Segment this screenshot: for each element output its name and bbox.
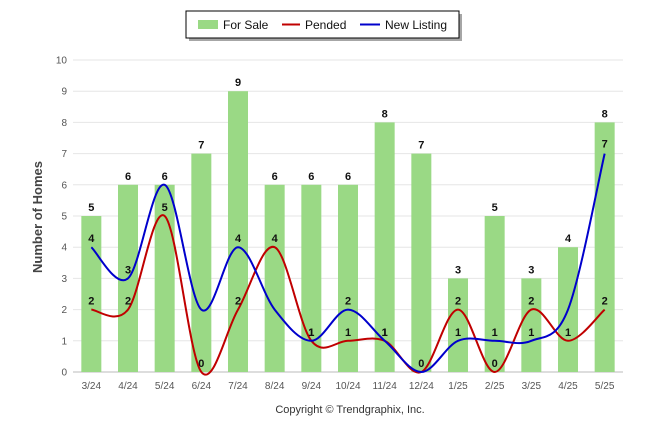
data-label-for-sale: 5 bbox=[88, 202, 94, 214]
x-tick-label: 8/24 bbox=[265, 381, 285, 392]
data-label-new-listing: 1 bbox=[308, 327, 314, 339]
data-label-pended: 0 bbox=[198, 358, 204, 370]
data-label-new-listing: 2 bbox=[345, 296, 351, 308]
data-label-for-sale: 6 bbox=[345, 171, 351, 183]
y-tick-label: 8 bbox=[61, 118, 67, 129]
bar-for-sale bbox=[374, 122, 395, 373]
legend-label-for-sale: For Sale bbox=[223, 18, 269, 32]
y-axis-ticks: 0 1 2 3 4 5 6 7 8 9 10 bbox=[56, 56, 68, 379]
data-label-for-sale: 6 bbox=[272, 171, 278, 183]
legend-box bbox=[185, 10, 460, 39]
data-label-pended: 2 bbox=[125, 296, 131, 308]
legend: For Sale Pended New Listing bbox=[185, 10, 462, 41]
data-label-new-listing: 1 bbox=[455, 327, 461, 339]
data-label-pended: 2 bbox=[455, 296, 461, 308]
data-label-for-sale: 8 bbox=[602, 108, 608, 120]
data-label-pended: 1 bbox=[345, 327, 351, 339]
data-label-pended: 0 bbox=[492, 358, 498, 370]
line-pended bbox=[91, 214, 606, 376]
x-tick-label: 1/25 bbox=[448, 381, 468, 392]
line-new-listing bbox=[90, 153, 606, 374]
x-tick-label: 5/24 bbox=[155, 381, 175, 392]
y-tick-label: 10 bbox=[56, 56, 68, 67]
series-lines bbox=[90, 153, 606, 376]
data-label-for-sale: 5 bbox=[492, 202, 498, 214]
data-label-pended: 4 bbox=[272, 233, 279, 245]
data-label-for-sale: 8 bbox=[382, 108, 388, 120]
x-tick-label: 2/25 bbox=[485, 381, 505, 392]
for-sale-bars bbox=[81, 91, 615, 373]
y-axis-label: Number of Homes bbox=[30, 161, 45, 273]
x-tick-label: 5/25 bbox=[595, 381, 615, 392]
data-label-for-sale: 3 bbox=[528, 264, 534, 276]
data-label-pended: 1 bbox=[382, 327, 388, 339]
data-label-for-sale: 3 bbox=[455, 264, 461, 276]
x-tick-label: 12/24 bbox=[409, 381, 434, 392]
legend-swatch-for-sale bbox=[198, 20, 218, 29]
data-label-new-listing: 4 bbox=[235, 233, 242, 245]
data-label-new-listing: 1 bbox=[382, 327, 388, 339]
bar-for-sale bbox=[411, 153, 432, 372]
data-label-for-sale: 9 bbox=[235, 77, 241, 89]
y-tick-label: 5 bbox=[61, 212, 67, 223]
bar-for-sale bbox=[594, 122, 615, 373]
copyright-footer: Copyright © Trendgraphix, Inc. bbox=[275, 404, 424, 416]
bar-for-sale bbox=[448, 278, 468, 372]
data-label-for-sale: 4 bbox=[565, 233, 572, 245]
y-tick-label: 4 bbox=[61, 243, 67, 254]
legend-label-pended: Pended bbox=[305, 18, 346, 32]
bar-for-sale bbox=[191, 153, 212, 372]
x-tick-label: 3/25 bbox=[522, 381, 542, 392]
x-tick-label: 4/24 bbox=[118, 381, 138, 392]
data-label-new-listing: 1 bbox=[528, 327, 534, 339]
x-tick-label: 7/24 bbox=[228, 381, 248, 392]
x-tick-label: 11/24 bbox=[373, 381, 398, 392]
data-label-new-listing: 1 bbox=[492, 327, 498, 339]
bar-for-sale bbox=[521, 278, 542, 372]
x-tick-label: 3/24 bbox=[82, 381, 102, 392]
y-tick-label: 6 bbox=[61, 180, 67, 191]
bar-for-sale bbox=[264, 184, 285, 372]
y-tick-label: 7 bbox=[61, 149, 67, 160]
y-tick-label: 2 bbox=[61, 305, 67, 316]
data-label-pended: 0 bbox=[418, 358, 424, 370]
x-tick-label: 9/24 bbox=[302, 381, 322, 392]
data-label-pended: 1 bbox=[308, 327, 314, 339]
x-tick-label: 4/25 bbox=[558, 381, 578, 392]
x-tick-label: 6/24 bbox=[192, 381, 212, 392]
data-label-new-listing: 4 bbox=[88, 233, 95, 245]
y-tick-label: 3 bbox=[61, 274, 67, 285]
data-label-pended: 2 bbox=[88, 296, 94, 308]
legend-label-new-listing: New Listing bbox=[385, 18, 447, 32]
bar-for-sale bbox=[301, 184, 322, 372]
x-tick-label: 10/24 bbox=[335, 381, 360, 392]
data-label-for-sale: 7 bbox=[198, 140, 204, 152]
data-label-for-sale: 6 bbox=[125, 171, 131, 183]
data-label-for-sale: 6 bbox=[162, 171, 168, 183]
data-label-pended: 1 bbox=[565, 327, 571, 339]
bar-for-sale bbox=[338, 184, 358, 372]
data-label-for-sale: 6 bbox=[308, 171, 314, 183]
data-label-pended: 2 bbox=[602, 296, 608, 308]
y-tick-label: 1 bbox=[61, 336, 67, 347]
bar-for-sale bbox=[154, 184, 175, 372]
y-tick-label: 9 bbox=[61, 87, 67, 98]
x-axis-ticks: 3/24 4/24 5/24 6/24 7/24 8/24 9/24 10/24 11/24 12… bbox=[82, 381, 615, 392]
data-label-new-listing: 3 bbox=[125, 264, 131, 276]
bar-for-sale bbox=[484, 216, 505, 372]
bar-for-sale bbox=[228, 91, 248, 372]
data-label-pended: 5 bbox=[162, 202, 168, 214]
data-label-new-listing: 7 bbox=[602, 139, 608, 151]
data-label-for-sale: 7 bbox=[418, 140, 424, 152]
y-tick-label: 0 bbox=[61, 368, 67, 379]
data-label-pended: 2 bbox=[528, 296, 534, 308]
data-label-pended: 2 bbox=[235, 296, 241, 308]
